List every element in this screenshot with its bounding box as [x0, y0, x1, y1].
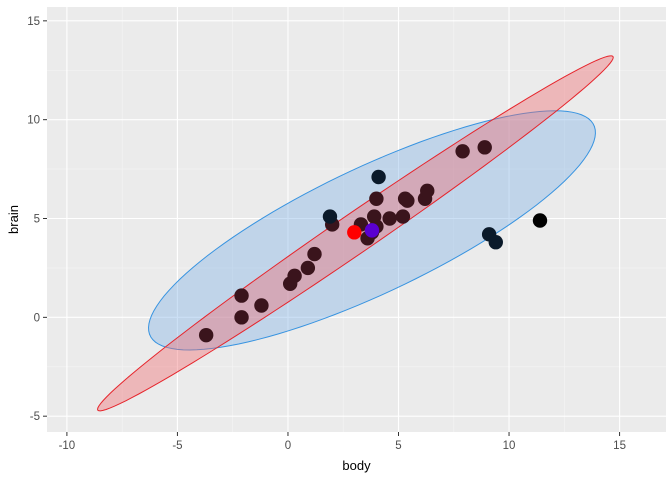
x-axis: -10 -5 0 5 10 15	[59, 432, 626, 452]
data-point-1-14	[369, 191, 384, 206]
data-point-1-3	[234, 288, 249, 303]
x-tick-label: -10	[59, 440, 76, 452]
data-point-1-16	[382, 211, 397, 226]
major-gridlines	[47, 7, 666, 432]
data-point-1-4	[254, 298, 269, 313]
data-point-1-19	[400, 193, 415, 208]
data-point-1-2	[234, 310, 249, 325]
minor-gridlines	[47, 7, 666, 432]
y-tick-label: -5	[30, 411, 40, 423]
data-point-1-6	[287, 268, 302, 284]
x-tick-label: 10	[503, 440, 516, 452]
data-point-1-1	[198, 327, 214, 343]
y-axis: -5 0 5 10 15	[27, 16, 47, 423]
data-point-1-23	[477, 140, 492, 155]
y-tick-label: 15	[27, 16, 40, 28]
data-point-1-17	[395, 209, 411, 224]
x-tick-label: 0	[285, 440, 291, 452]
y-axis-title: brain	[6, 205, 21, 234]
data-point-1-7	[300, 260, 316, 276]
y-tick-label: 5	[34, 214, 40, 226]
data-point-3-1	[532, 213, 548, 228]
data-point-2-2	[371, 169, 386, 185]
data-point-5-1	[364, 223, 380, 238]
data-point-4-1	[347, 225, 362, 240]
y-tick-label: 10	[27, 115, 40, 127]
data-point-2-1	[322, 209, 338, 224]
y-tick-label: 0	[34, 312, 40, 324]
point-layer	[198, 140, 548, 343]
data-point-1-22	[455, 144, 470, 159]
x-tick-label: -5	[172, 440, 182, 452]
x-tick-label: 5	[395, 440, 401, 452]
data-point-1-8	[307, 246, 322, 262]
data-point-2-4	[488, 235, 503, 250]
x-axis-title: body	[342, 458, 371, 473]
data-point-1-21	[420, 183, 435, 199]
x-tick-label: 15	[613, 440, 626, 452]
